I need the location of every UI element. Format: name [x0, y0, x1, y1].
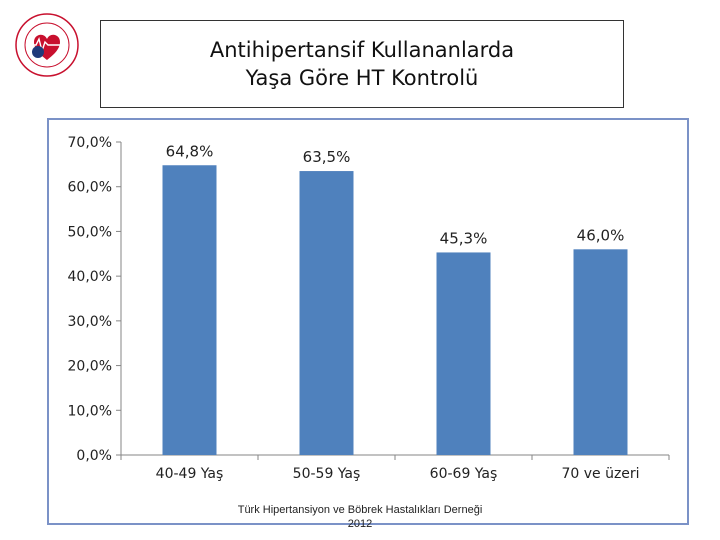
x-category-label: 70 ve üzeri — [561, 466, 639, 482]
x-category-label: 40-49 Yaş — [156, 466, 224, 482]
slide-title-box: Antihipertansif Kullananlarda Yaşa Göre … — [100, 20, 624, 108]
bar-value-label: 45,3% — [440, 229, 488, 247]
y-tick-label: 50,0% — [68, 224, 112, 240]
x-category-label: 60-69 Yaş — [430, 466, 498, 482]
y-tick-label: 60,0% — [68, 180, 112, 196]
association-seal-icon — [15, 13, 79, 77]
slide-title-line-1: Antihipertansif Kullananlarda — [209, 38, 515, 62]
bar-value-label: 46,0% — [577, 226, 625, 244]
y-tick-label: 30,0% — [68, 314, 112, 330]
y-tick-label: 10,0% — [68, 403, 112, 419]
footer-year: 2012 — [347, 518, 373, 530]
association-logo — [14, 12, 80, 78]
bar — [436, 252, 491, 455]
bar — [162, 165, 217, 455]
y-tick-label: 70,0% — [68, 135, 112, 151]
bar — [573, 249, 628, 455]
slide-title-line-2: Yaşa Göre HT Kontrolü — [245, 66, 479, 90]
y-tick-label: 0,0% — [76, 448, 112, 464]
bar-value-label: 64,8% — [166, 142, 214, 160]
footer-organization: Türk Hipertansiyon ve Böbrek Hastalıklar… — [237, 504, 483, 516]
y-tick-label: 20,0% — [68, 359, 112, 375]
bar — [299, 171, 354, 456]
bar-chart: 0,0% 10,0% 20,0% 30,0% 40,0% 50,0% 60,0% 70,0% 6… — [68, 135, 670, 482]
y-tick-label: 40,0% — [68, 269, 112, 285]
x-category-label: 50-59 Yaş — [293, 466, 361, 482]
footer: Türk Hipertansiyon ve Böbrek Hastalıklar… — [210, 503, 510, 531]
bar-value-label: 63,5% — [303, 148, 351, 166]
